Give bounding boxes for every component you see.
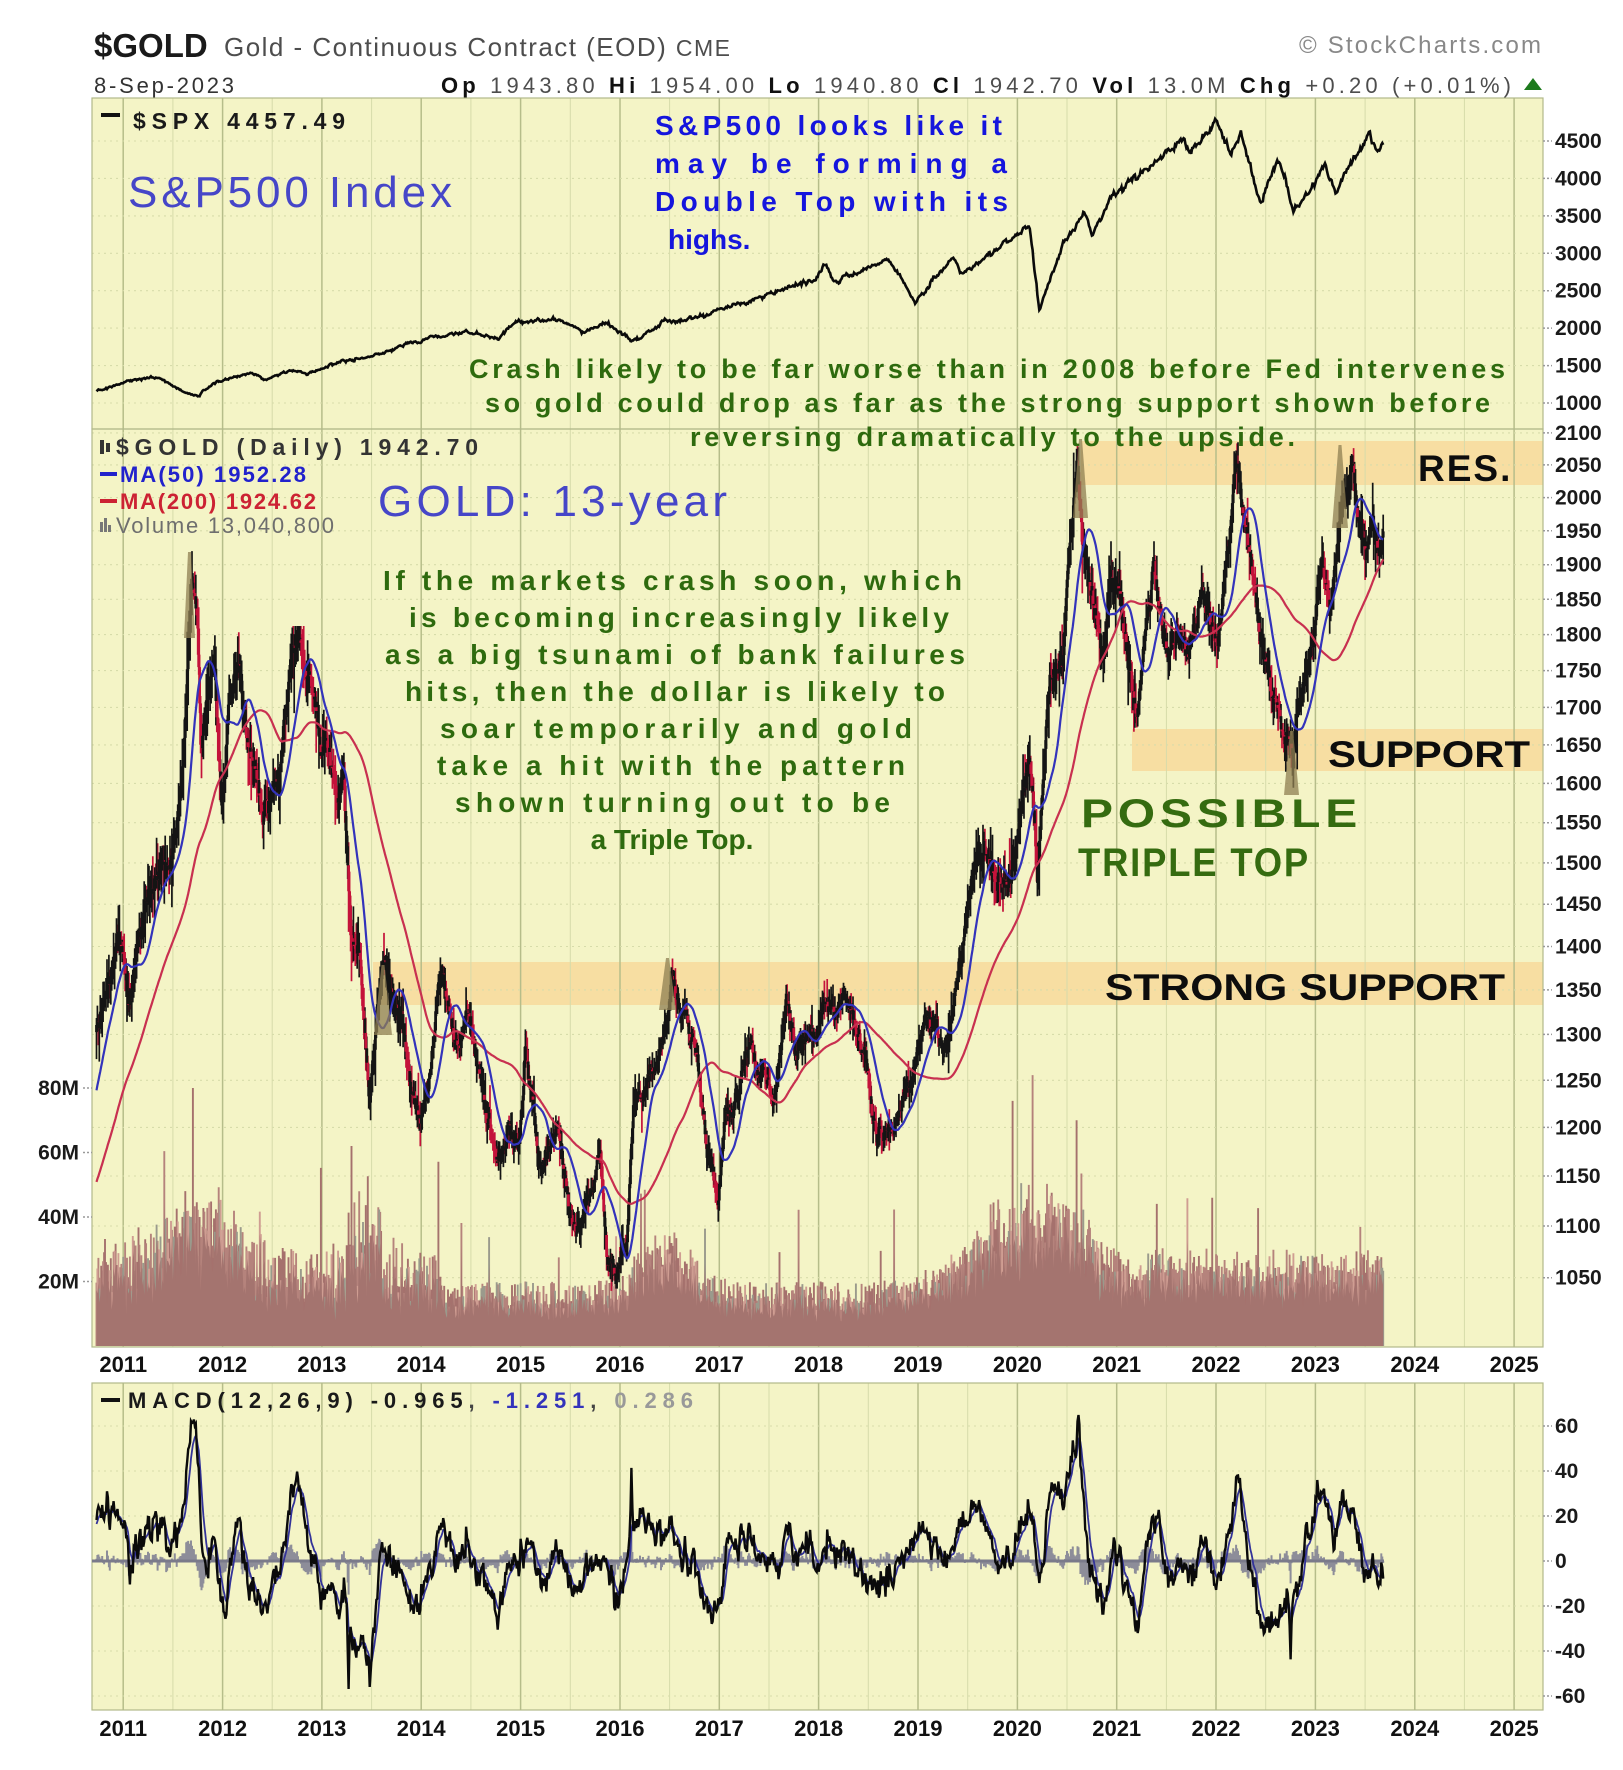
svg-text:Double Top with its: Double Top with its [655,186,1008,217]
svg-text:1850: 1850 [1555,588,1602,611]
svg-text:-60: -60 [1555,1685,1585,1708]
svg-text:1600: 1600 [1555,772,1602,795]
svg-text:If the markets crash soon, wh: If the markets crash soon, which [383,565,962,596]
svg-text:2015: 2015 [496,1716,545,1741]
svg-text:2016: 2016 [596,1716,645,1741]
svg-text:2025: 2025 [1490,1352,1539,1377]
svg-text:1000: 1000 [1555,392,1602,415]
svg-text:20M: 20M [38,1271,79,1294]
svg-text:2020: 2020 [993,1352,1042,1377]
svg-text:shown turning out to be: shown turning out to be [455,787,890,818]
svg-text:1250: 1250 [1555,1069,1602,1092]
svg-text:2021: 2021 [1092,1352,1141,1377]
svg-text:2013: 2013 [297,1716,346,1741]
svg-text:2050: 2050 [1555,454,1602,477]
svg-text:1450: 1450 [1555,893,1602,916]
svg-text:MA(200) 1924.62: MA(200) 1924.62 [120,489,316,514]
svg-text:2023: 2023 [1291,1352,1340,1377]
svg-text:2000: 2000 [1555,487,1602,510]
svg-text:2017: 2017 [695,1716,744,1741]
svg-text:0: 0 [1555,1550,1567,1573]
svg-text:2022: 2022 [1192,1352,1241,1377]
svg-text:$GOLD (Daily) 1942.70: $GOLD (Daily) 1942.70 [116,434,478,460]
svg-text:2018: 2018 [794,1352,843,1377]
svg-text:2012: 2012 [198,1716,247,1741]
svg-text:40: 40 [1555,1460,1578,1483]
svg-text:1650: 1650 [1555,734,1602,757]
svg-text:1150: 1150 [1555,1165,1601,1188]
svg-text:STRONG SUPPORT: STRONG SUPPORT [1105,967,1505,1008]
svg-text:1100: 1100 [1555,1215,1601,1238]
svg-text:1750: 1750 [1555,660,1602,683]
svg-text:2012: 2012 [198,1352,247,1377]
svg-text:TRIPLE TOP: TRIPLE TOP [1078,841,1310,885]
svg-text:2025: 2025 [1490,1716,1539,1741]
svg-text:2013: 2013 [297,1352,346,1377]
svg-text:2011: 2011 [99,1352,147,1377]
svg-text:Op 1943.80 Hi 1954.00 Lo 1940.: Op 1943.80 Hi 1954.00 Lo 1940.80 Cl 1942… [441,73,1511,98]
svg-text:2021: 2021 [1092,1716,1141,1741]
svg-text:2024: 2024 [1390,1352,1440,1377]
svg-text:2018: 2018 [794,1716,843,1741]
svg-text:S&P500 Index: S&P500 Index [128,168,452,217]
svg-text:4000: 4000 [1555,167,1602,190]
svg-text:a Triple Top.: a Triple Top. [591,824,754,855]
svg-text:3500: 3500 [1555,205,1602,228]
svg-text:1800: 1800 [1555,624,1602,647]
svg-text:1050: 1050 [1555,1267,1602,1290]
svg-text:2015: 2015 [496,1352,545,1377]
svg-text:SUPPORT: SUPPORT [1328,734,1530,775]
svg-text:40M: 40M [38,1206,79,1229]
svg-text:2000: 2000 [1555,317,1602,340]
svg-text:reversing dramatically to the: reversing dramatically to the upside. [690,422,1295,452]
svg-text:80M: 80M [38,1077,79,1100]
svg-text:2014: 2014 [397,1716,447,1741]
svg-text:20: 20 [1555,1505,1578,1528]
svg-text:1200: 1200 [1555,1116,1602,1139]
svg-text:Gold - Continuous Contract (EO: Gold - Continuous Contract (EOD) CME [224,32,730,62]
svg-text:2100: 2100 [1555,422,1602,445]
svg-text:1550: 1550 [1555,812,1602,835]
svg-text:$SPX 4457.49: $SPX 4457.49 [133,108,345,134]
svg-text:1950: 1950 [1555,520,1602,543]
svg-text:-40: -40 [1555,1640,1585,1663]
svg-text:1700: 1700 [1555,696,1602,719]
svg-text:3000: 3000 [1555,242,1602,265]
svg-text:MA(50) 1952.28: MA(50) 1952.28 [120,462,306,487]
svg-text:1500: 1500 [1555,852,1602,875]
svg-text:POSSIBLE: POSSIBLE [1081,792,1362,836]
svg-text:2019: 2019 [894,1352,943,1377]
svg-text:2016: 2016 [596,1352,645,1377]
svg-text:hits, then the dollar is likel: hits, then the dollar is likely to [405,676,945,707]
svg-text:Volume 13,040,800: Volume 13,040,800 [116,513,334,538]
svg-text:GOLD: 13-year: GOLD: 13-year [378,477,727,526]
svg-text:60M: 60M [38,1142,79,1165]
svg-text:highs.: highs. [668,224,750,255]
svg-text:2024: 2024 [1390,1716,1440,1741]
svg-text:2011: 2011 [99,1716,147,1741]
svg-text:1300: 1300 [1555,1023,1602,1046]
svg-text:RES.: RES. [1418,448,1512,489]
svg-text:2022: 2022 [1192,1716,1241,1741]
svg-text:soar temporarily and gold: soar temporarily and gold [440,713,912,744]
svg-text:-20: -20 [1555,1595,1585,1618]
svg-text:2023: 2023 [1291,1716,1340,1741]
svg-text:4500: 4500 [1555,130,1602,153]
svg-text:© StockCharts.com: © StockCharts.com [1299,32,1541,59]
svg-text:2500: 2500 [1555,280,1602,303]
svg-text:1400: 1400 [1555,936,1602,959]
svg-text:2019: 2019 [894,1716,943,1741]
svg-text:2014: 2014 [397,1352,447,1377]
svg-text:1350: 1350 [1555,979,1602,1002]
svg-text:1500: 1500 [1555,355,1602,378]
svg-text:$GOLD: $GOLD [94,27,208,64]
svg-text:2017: 2017 [695,1352,744,1377]
svg-text:1900: 1900 [1555,554,1602,577]
svg-text:is becoming increasingly likel: is becoming increasingly likely [409,602,949,633]
svg-text:2020: 2020 [993,1716,1042,1741]
svg-text:60: 60 [1555,1415,1578,1438]
